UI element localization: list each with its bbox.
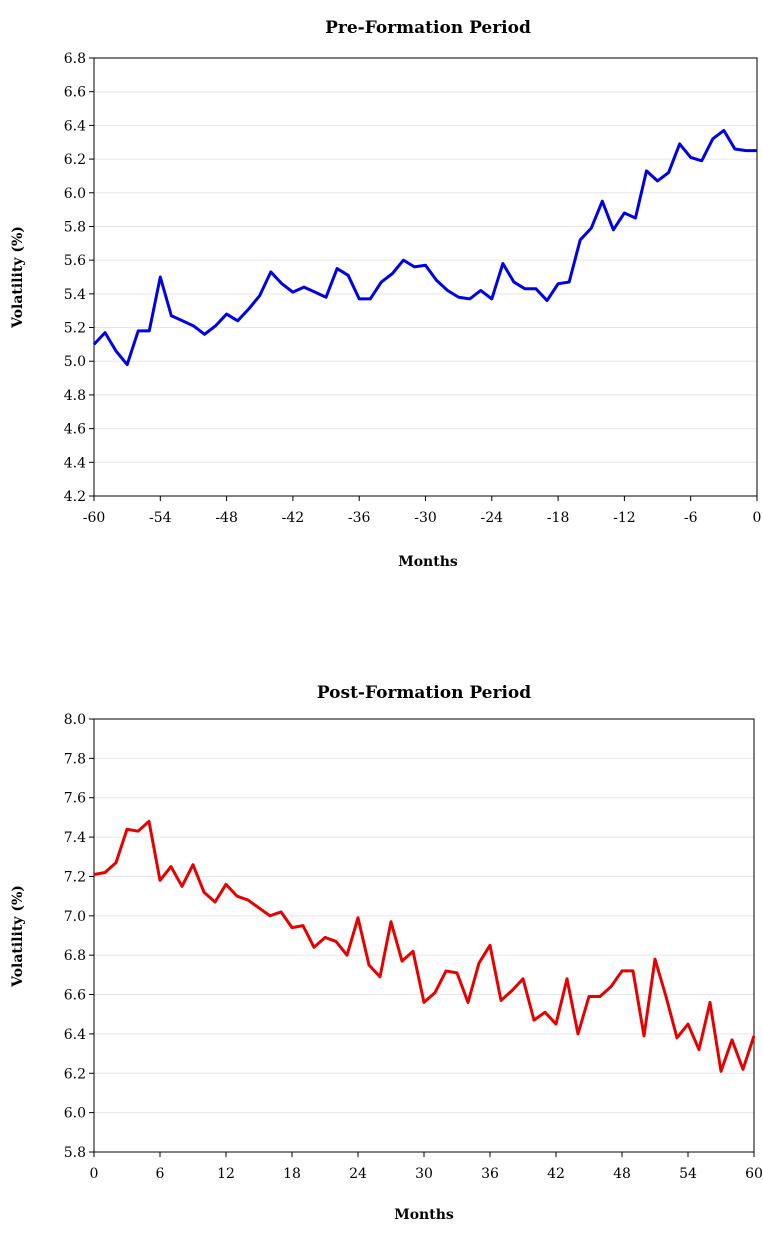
y-tick-label: 6.2 <box>64 152 86 168</box>
y-tick-label: 4.6 <box>64 422 86 438</box>
y-tick-label: 6.6 <box>64 85 86 101</box>
post-formation-chart-svg: Post-Formation Period Months Volatility … <box>10 683 763 1223</box>
x-tick-label: 48 <box>613 1166 631 1182</box>
x-tick-label: -42 <box>282 510 305 526</box>
plot-frame <box>93 57 758 497</box>
x-tick-label: 30 <box>415 1166 433 1182</box>
series-line <box>93 819 756 1073</box>
y-tick-label: 6.4 <box>64 1027 86 1043</box>
y-tick-label: 4.8 <box>64 388 86 404</box>
y-tick-label: 7.0 <box>64 909 86 925</box>
x-axis-label: Months <box>394 1207 454 1223</box>
x-tick-label: -30 <box>414 510 437 526</box>
y-tick-label: 6.8 <box>64 51 86 67</box>
x-axis-label: Months <box>398 554 458 570</box>
x-tick-label: -60 <box>83 510 106 526</box>
y-tick-label: 7.8 <box>64 751 86 767</box>
x-tick-label: -12 <box>613 510 636 526</box>
x-tick-label: 0 <box>753 510 762 526</box>
post-formation-chart: Post-Formation Period Months Volatility … <box>0 664 763 1234</box>
x-tick-label: -18 <box>547 510 570 526</box>
y-tick-label: 5.8 <box>64 219 86 235</box>
chart-title: Post-Formation Period <box>317 683 531 703</box>
y-tick-label: 6.6 <box>64 988 86 1004</box>
y-tick-label: 6.0 <box>64 186 86 202</box>
pre-formation-chart-svg: Pre-Formation Period Months Volatility (… <box>10 18 762 570</box>
x-tick-label: 6 <box>156 1166 165 1182</box>
y-tick-label: 4.4 <box>64 455 86 471</box>
y-tick-label: 7.4 <box>64 830 86 846</box>
y-tick-label: 6.4 <box>64 118 86 134</box>
x-tick-label: 36 <box>481 1166 499 1182</box>
y-tick-label: 6.2 <box>64 1066 86 1082</box>
x-tick-label: -24 <box>481 510 504 526</box>
x-tick-label: -36 <box>348 510 371 526</box>
y-tick-label: 5.8 <box>64 1145 86 1161</box>
x-tick-label: -48 <box>215 510 238 526</box>
x-tick-label: 42 <box>547 1166 565 1182</box>
series-line <box>92 128 757 367</box>
y-tick-label: 7.6 <box>64 791 86 807</box>
chart-title: Pre-Formation Period <box>325 18 531 38</box>
x-tick-label: -6 <box>684 510 698 526</box>
x-tick-label: 60 <box>745 1166 763 1182</box>
y-axis-label: Volatility (%) <box>10 226 26 329</box>
y-tick-label: 5.4 <box>64 287 86 303</box>
x-tick-label: 24 <box>349 1166 367 1182</box>
x-tick-label: 12 <box>217 1166 235 1182</box>
pre-formation-chart: Pre-Formation Period Months Volatility (… <box>0 0 763 600</box>
y-tick-label: 6.8 <box>64 948 86 964</box>
plot-frame <box>93 718 755 1153</box>
x-tick-label: 18 <box>283 1166 301 1182</box>
y-tick-label: 5.2 <box>64 321 86 337</box>
y-tick-label: 6.0 <box>64 1106 86 1122</box>
x-tick-label: 0 <box>90 1166 99 1182</box>
x-tick-label: 54 <box>679 1166 697 1182</box>
y-tick-label: 5.6 <box>64 253 86 269</box>
x-tick-label: -54 <box>149 510 172 526</box>
y-tick-label: 8.0 <box>64 712 86 728</box>
y-tick-label: 4.2 <box>64 489 86 505</box>
y-tick-label: 7.2 <box>64 869 86 885</box>
y-tick-label: 5.0 <box>64 354 86 370</box>
y-axis-label: Volatility (%) <box>10 885 26 988</box>
